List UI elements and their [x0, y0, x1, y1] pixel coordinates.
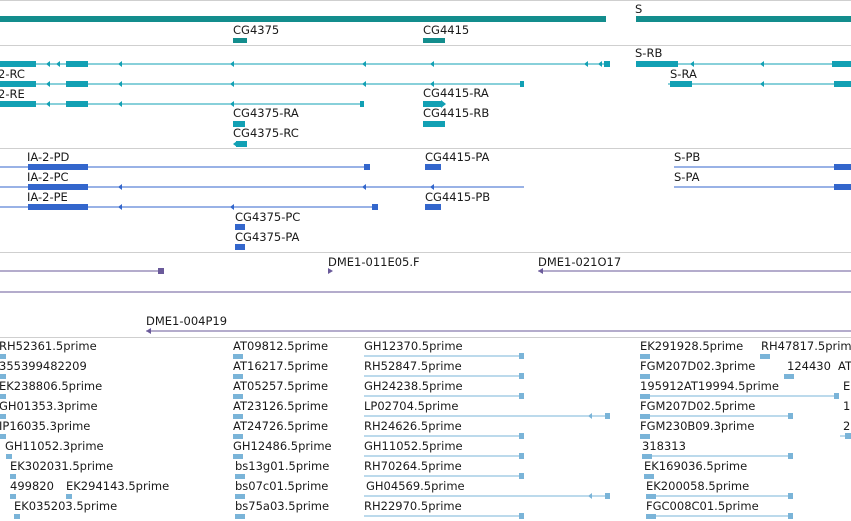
est-label[interactable]: EK294143.5prime: [66, 479, 170, 493]
est-label[interactable]: 195912AT19994.5prime: [640, 379, 779, 393]
transcript-S-RA[interactable]: [668, 81, 851, 87]
transcript-CG4415-RB[interactable]: [423, 121, 445, 127]
transcript-label[interactable]: 2-RE: [0, 87, 25, 101]
est-label[interactable]: EK302031.5prime: [10, 459, 114, 473]
est-label[interactable]: RH52361.5prime: [0, 339, 97, 353]
est-label[interactable]: AT09812.5prime: [233, 339, 329, 353]
est-label[interactable]: FGM207D02.5prime: [640, 399, 756, 413]
est-label[interactable]: GH11052.3prime: [5, 439, 104, 453]
est-label[interactable]: AT: [838, 359, 851, 373]
protein-CG4375-PA[interactable]: [235, 244, 245, 250]
clone-DME1-004P19[interactable]: [146, 328, 851, 334]
est-label[interactable]: EK238806.5prime: [0, 379, 103, 393]
gene-S[interactable]: [0, 16, 851, 22]
est-label[interactable]: RH24626.5prime: [364, 419, 462, 433]
protein-CG4415-PB[interactable]: [425, 204, 441, 210]
est-label[interactable]: GH12486.5prime: [233, 439, 332, 453]
track-separator: [0, 252, 851, 253]
est-label[interactable]: 499820: [10, 479, 54, 493]
protein-CG4375-PC[interactable]: [235, 224, 245, 230]
track-separator: [0, 45, 851, 46]
protein-IA-2-PE[interactable]: [0, 204, 378, 210]
transcript-2-RE[interactable]: [0, 81, 524, 87]
protein-IA-2-PC[interactable]: [0, 184, 524, 190]
clone-label[interactable]: DME1-004P19: [146, 314, 228, 328]
est-label[interactable]: EK035203.5prime: [14, 499, 118, 513]
clone-DME1-011E05.F[interactable]: [328, 268, 333, 274]
est-label[interactable]: 124430: [787, 359, 831, 373]
est-label[interactable]: 318313: [642, 439, 686, 453]
est-label[interactable]: AT05257.5prime: [233, 379, 329, 393]
transcript-label[interactable]: CG4415-RA: [423, 86, 489, 100]
est-label[interactable]: EK200058.5prime: [646, 479, 750, 493]
transcript-label[interactable]: S-RA: [670, 67, 697, 81]
protein-label[interactable]: CG4415-PA: [425, 150, 490, 164]
transcript-label[interactable]: CG4415-RB: [423, 106, 490, 120]
transcript-2-RC[interactable]: [0, 61, 610, 67]
protein-label[interactable]: IA-2-PE: [27, 190, 68, 204]
transcript-S-RB[interactable]: [636, 61, 851, 67]
transcript-label[interactable]: S-RB: [635, 46, 663, 60]
est-label[interactable]: RH47817.5prime: [761, 339, 851, 353]
est-label[interactable]: AT16217.5prime: [233, 359, 329, 373]
est-label[interactable]: LP02704.5prime: [364, 399, 459, 413]
est-label[interactable]: EK169036.5prime: [644, 459, 748, 473]
est-label[interactable]: bs13g01.5prime: [235, 459, 330, 473]
protein-label[interactable]: CG4415-PB: [425, 190, 491, 204]
transcript-label[interactable]: CG4375-RC: [233, 126, 299, 140]
transcript-CG4375-RA[interactable]: [233, 121, 245, 127]
est-label[interactable]: RH22970.5prime: [364, 499, 462, 513]
protein-label[interactable]: S-PB: [674, 150, 701, 164]
est-label[interactable]: GH24238.5prime: [364, 379, 463, 393]
est-glyphs[interactable]: [0, 353, 851, 519]
est-label[interactable]: GH11052.5prime: [364, 439, 463, 453]
protein-label[interactable]: CG4375-PC: [235, 210, 301, 224]
est-label[interactable]: RH70264.5prime: [364, 459, 462, 473]
est-label[interactable]: EK291928.5prime: [640, 339, 744, 353]
transcript-CG4375-RA-row[interactable]: [0, 101, 364, 107]
clone-label[interactable]: DME1-011E05.F: [328, 255, 420, 269]
est-label[interactable]: 2: [843, 419, 851, 433]
est-label[interactable]: bs07c01.5prime: [235, 479, 329, 493]
protein-label[interactable]: IA-2-PC: [27, 170, 69, 184]
transcript-CG4415-RA[interactable]: [423, 100, 446, 108]
protein-label[interactable]: IA-2-PD: [27, 150, 70, 164]
protein-label[interactable]: S-PA: [674, 170, 700, 184]
est-label[interactable]: RH52847.5prime: [364, 359, 462, 373]
gene-CG4375[interactable]: [233, 38, 247, 43]
clone-label[interactable]: DME1-021O17: [538, 255, 622, 269]
est-label[interactable]: IP16035.3prime: [0, 419, 91, 433]
protein-S-PA[interactable]: [674, 184, 851, 190]
clone-DME1-021O17[interactable]: [538, 268, 851, 274]
est-label[interactable]: 1: [843, 399, 851, 413]
protein-label[interactable]: CG4375-PA: [235, 230, 300, 244]
gene-CG4415[interactable]: [423, 38, 445, 43]
est-label[interactable]: AT23126.5prime: [233, 399, 329, 413]
track-separator: [0, 337, 851, 338]
gene-label-CG4375[interactable]: CG4375: [233, 23, 280, 37]
protein-CG4415-PA[interactable]: [425, 164, 441, 170]
est-label[interactable]: GH04569.5prime: [366, 479, 465, 493]
est-label[interactable]: GH01353.3prime: [0, 399, 98, 413]
track-separator: [0, 148, 851, 149]
protein-S-PB[interactable]: [674, 164, 851, 170]
transcript-label[interactable]: CG4375-RA: [233, 106, 299, 120]
est-label[interactable]: FGM230B09.3prime: [640, 419, 755, 433]
est-label[interactable]: FGM207D02.3prime: [640, 359, 756, 373]
est-label[interactable]: FGC008C01.5prime: [646, 499, 759, 513]
protein-IA-2-PD[interactable]: [0, 164, 370, 170]
est-label[interactable]: bs75a03.5prime: [235, 499, 330, 513]
clone-left[interactable]: [0, 268, 164, 274]
est-label[interactable]: E: [843, 379, 851, 393]
transcript-CG4375-RC[interactable]: [233, 141, 247, 147]
gene-label-S[interactable]: S: [635, 2, 643, 16]
est-label[interactable]: AT24726.5prime: [233, 419, 329, 433]
est-label[interactable]: 355399482209: [0, 359, 87, 373]
track-separator: [0, 0, 851, 1]
est-label[interactable]: GH12370.5prime: [364, 339, 463, 353]
transcript-label[interactable]: 2-RC: [0, 67, 25, 81]
gene-label-CG4415[interactable]: CG4415: [423, 23, 470, 37]
